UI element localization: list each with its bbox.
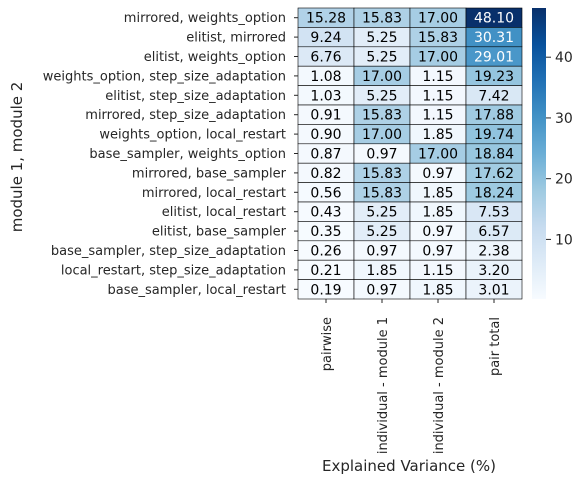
x-axis-label: Explained Variance (%) (322, 457, 496, 475)
row-label: base_sampler, local_restart (108, 283, 287, 298)
cell-value-label: 1.85 (422, 185, 453, 201)
cell-value-label: 6.76 (310, 50, 341, 66)
row-label: mirrored, weights_option (124, 11, 286, 26)
cell-value-label: 5.25 (366, 30, 397, 46)
cell-value-label: 1.85 (366, 263, 397, 279)
row-label: elitist, step_size_adaptation (105, 89, 286, 104)
row-label: elitist, weights_option (144, 50, 286, 65)
cell-value-label: 1.85 (422, 282, 453, 298)
cell-value-label: 1.15 (422, 88, 453, 104)
cell-value-label: 5.25 (366, 50, 397, 66)
cell-value-label: 0.97 (366, 147, 397, 163)
cell-value-label: 1.03 (310, 88, 341, 104)
column-labels: pairwise individual - module 1 individual … (320, 299, 503, 454)
colorbar-tick-label: 10 (555, 232, 573, 248)
cell-value-label: 19.74 (474, 127, 514, 143)
cell-value-label: 0.91 (310, 108, 341, 124)
row-label: base_sampler, weights_option (89, 147, 286, 162)
heatmap-grid: 15.28 15.83 17.00 48.10 9.24 5.25 15.83 30.31 6.… (297, 7, 523, 300)
cell-value-label: 6.57 (478, 224, 509, 240)
cell-value-label: 3.01 (478, 282, 509, 298)
row-labels: mirrored, weights_option elitist, mirrore… (43, 11, 298, 298)
cell-value-label: 15.83 (418, 30, 458, 46)
column-label: pairwise (320, 317, 335, 371)
cell-value-label: 0.97 (422, 244, 453, 260)
cell-value-label: 17.00 (362, 127, 402, 143)
column-label: individual - module 1 (376, 317, 391, 454)
cell-value-label: 1.85 (422, 205, 453, 221)
colorbar-ticks: 10 20 30 40 (546, 50, 573, 248)
row-label: elitist, local_restart (162, 205, 286, 220)
cell-value-label: 1.15 (422, 69, 453, 85)
cell-value-label: 0.87 (310, 147, 341, 163)
cell-value-label: 15.28 (306, 11, 346, 27)
cell-value-label: 7.42 (478, 88, 509, 104)
colorbar-tick-label: 20 (555, 172, 573, 188)
column-label: pair total (488, 317, 503, 376)
cell-value-label: 48.10 (474, 11, 514, 27)
cell-value-label: 5.25 (366, 88, 397, 104)
cell-value-label: 0.35 (310, 224, 341, 240)
cell-value-label: 15.83 (362, 166, 402, 182)
row-label: weights_option, local_restart (99, 128, 286, 143)
cell-value-label: 17.88 (474, 108, 514, 124)
cell-value-label: 0.97 (366, 282, 397, 298)
cell-value-label: 0.19 (310, 282, 341, 298)
cell-value-label: 15.83 (362, 185, 402, 201)
cell-value-label: 17.00 (418, 11, 458, 27)
colorbar-gradient (532, 8, 546, 299)
y-axis-label: module 1, module 2 (8, 82, 26, 233)
cell-value-label: 17.00 (362, 69, 402, 85)
cell-value-label: 1.08 (310, 69, 341, 85)
row-label: base_sampler, step_size_adaptation (51, 244, 286, 259)
column-label: individual - module 2 (432, 317, 447, 454)
cell-value-label: 0.97 (422, 224, 453, 240)
cell-value-label: 15.83 (362, 108, 402, 124)
row-label: elitist, base_sampler (152, 225, 287, 240)
cell-value-label: 0.21 (310, 263, 341, 279)
cell-value-label: 0.97 (422, 166, 453, 182)
cell-value-label: 0.90 (310, 127, 341, 143)
cell-value-label: 0.26 (310, 244, 341, 260)
cell-value-label: 17.00 (418, 147, 458, 163)
row-label: weights_option, step_size_adaptation (43, 69, 286, 84)
cell-value-label: 17.62 (474, 166, 514, 182)
cell-value-label: 17.00 (418, 50, 458, 66)
cell-value-label: 0.82 (310, 166, 341, 182)
cell-value-label: 3.20 (478, 263, 509, 279)
cell-value-label: 15.83 (362, 11, 402, 27)
row-label: elitist, mirrored (186, 31, 286, 46)
row-label: mirrored, local_restart (142, 186, 286, 201)
cell-value-label: 18.84 (474, 147, 514, 163)
cell-value-label: 2.38 (478, 244, 509, 260)
cell-value-label: 29.01 (474, 50, 514, 66)
cell-value-label: 1.85 (422, 127, 453, 143)
colorbar-tick-label: 30 (555, 111, 573, 127)
cell-value-label: 5.25 (366, 224, 397, 240)
cell-value-label: 18.24 (474, 185, 514, 201)
cell-value-label: 0.43 (310, 205, 341, 221)
colorbar-tick-label: 40 (555, 50, 573, 66)
colorbar: 10 20 30 40 (532, 8, 573, 299)
row-label: mirrored, base_sampler (132, 166, 287, 181)
cell-value-label: 1.15 (422, 108, 453, 124)
cell-value-label: 1.15 (422, 263, 453, 279)
row-label: mirrored, step_size_adaptation (85, 108, 286, 123)
cell-value-label: 30.31 (474, 30, 514, 46)
cell-value-label: 19.23 (474, 69, 514, 85)
cell-value-label: 9.24 (310, 30, 341, 46)
row-label: local_restart, step_size_adaptation (61, 263, 286, 278)
cell-value-label: 7.53 (478, 205, 509, 221)
cell-value-label: 5.25 (366, 205, 397, 221)
cell-value-label: 0.97 (366, 244, 397, 260)
cell-value-label: 0.56 (310, 185, 341, 201)
